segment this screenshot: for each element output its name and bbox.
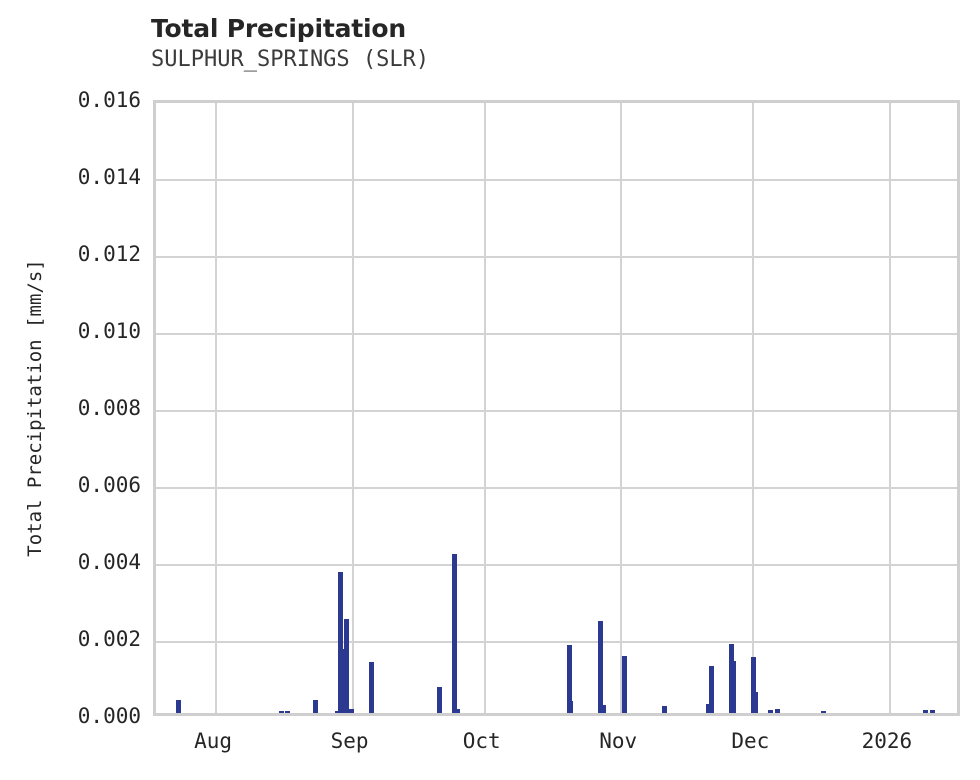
gridline-horizontal: [156, 487, 957, 489]
bar: [348, 708, 354, 713]
bar: [285, 710, 291, 713]
bar: [598, 621, 604, 713]
y-axis-tick: 0.008: [77, 396, 141, 420]
y-axis-tick: 0.012: [77, 242, 141, 266]
gridline-vertical: [215, 103, 218, 713]
bar: [923, 709, 929, 713]
title-block: Total Precipitation SULPHUR_SPRINGS (SLR…: [151, 14, 851, 74]
bar: [368, 662, 374, 713]
bar: [600, 704, 606, 713]
gridline-vertical: [752, 103, 755, 713]
x-axis-tick: Nov: [599, 729, 638, 753]
gridline-vertical: [888, 103, 891, 713]
bar: [176, 699, 182, 713]
x-axis-tick: 2026: [861, 729, 913, 753]
y-axis-tick: 0.002: [77, 627, 141, 651]
gridlines: [156, 103, 957, 713]
bar: [337, 571, 343, 713]
bar: [774, 708, 780, 713]
gridline-horizontal: [156, 410, 957, 412]
bar: [436, 686, 442, 713]
bar: [334, 710, 340, 713]
bar-series: [156, 103, 957, 713]
y-axis-tick: 0.016: [77, 88, 141, 112]
y-axis-tick: 0.010: [77, 319, 141, 343]
gridline-horizontal: [156, 333, 957, 335]
bar: [621, 656, 627, 713]
y-axis-tick: 0.000: [77, 704, 141, 728]
bar: [705, 703, 711, 713]
bar: [343, 619, 349, 713]
y-axis-tick: 0.004: [77, 550, 141, 574]
bar: [753, 691, 759, 713]
page-title: Total Precipitation: [151, 14, 406, 43]
x-axis-tick: Dec: [731, 729, 770, 753]
gridline-vertical: [620, 103, 623, 713]
gridline-vertical: [483, 103, 486, 713]
bar: [568, 700, 574, 713]
chart-subtitle: SULPHUR_SPRINGS (SLR): [151, 47, 430, 72]
y-axis-tick: 0.006: [77, 473, 141, 497]
bar: [313, 699, 319, 713]
y-axis-tick: 0.014: [77, 165, 141, 189]
bar: [768, 709, 774, 713]
plot-area: [153, 100, 960, 716]
gridline-vertical: [351, 103, 354, 713]
y-axis-tick-labels: 0.016 0.014 0.012 0.010 0.008 0.006 0.004 0.002…: [0, 0, 141, 780]
bar: [455, 709, 461, 713]
bar: [929, 709, 935, 713]
bar: [709, 665, 715, 713]
x-axis-tick: Oct: [462, 729, 501, 753]
x-axis-tick: Aug: [194, 729, 232, 753]
bar: [731, 661, 737, 713]
gridline-horizontal: [156, 641, 957, 643]
bar: [451, 553, 457, 713]
gridline-horizontal: [156, 179, 957, 181]
bar: [750, 656, 756, 713]
gridline-horizontal: [156, 564, 957, 566]
bar: [566, 644, 572, 713]
bar: [661, 705, 667, 713]
bar: [278, 710, 284, 713]
gridline-horizontal: [156, 256, 957, 258]
bar: [340, 649, 346, 713]
x-axis-tick: Sep: [330, 729, 369, 753]
bar: [820, 710, 826, 713]
